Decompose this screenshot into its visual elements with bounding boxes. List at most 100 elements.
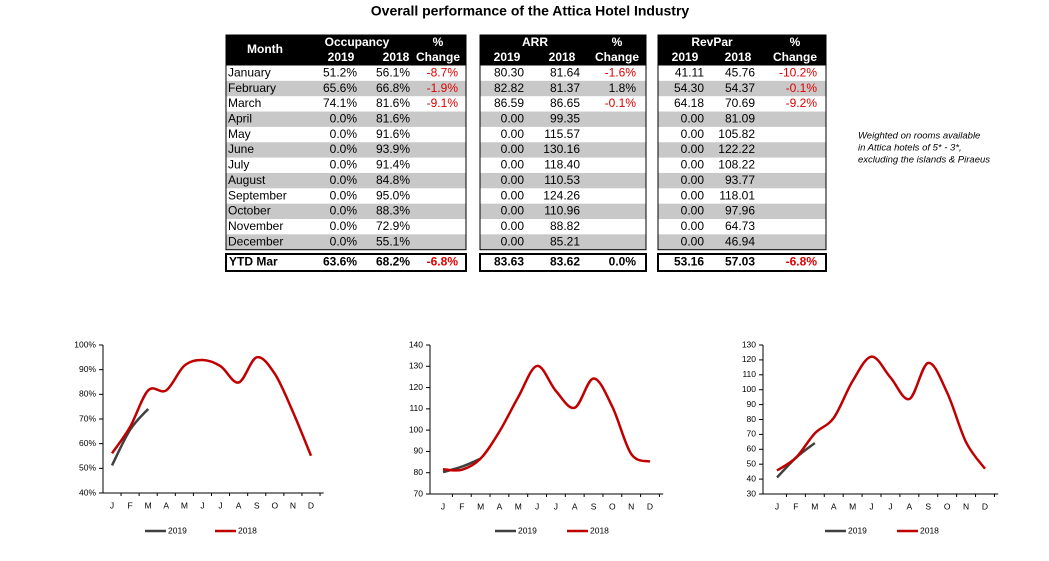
table-cell: 55.1% [376, 234, 410, 248]
table-cell: -0.1% [605, 96, 637, 110]
column-header: Change [416, 50, 460, 64]
table-cell: 0.00 [501, 219, 525, 233]
table-cell: 0.00 [501, 127, 525, 141]
month-label: July [228, 158, 249, 172]
x-tick-label: S [254, 500, 260, 510]
table-cell: 45.76 [725, 65, 755, 79]
table-cell: 99.35 [550, 112, 580, 126]
table-cell: 0.00 [501, 112, 525, 126]
legend-label: 2018 [238, 525, 257, 535]
x-tick-label: D [308, 500, 314, 510]
table-cell: 72.9% [376, 219, 410, 233]
row-band [658, 172, 826, 189]
x-tick-label: M [849, 501, 856, 511]
y-tick-label: 140 [409, 339, 423, 349]
ytd-cell: 83.62 [550, 255, 580, 269]
table-border [479, 34, 647, 251]
table-cell: 0.00 [501, 204, 525, 218]
table-cell: 91.4% [376, 158, 410, 172]
legend-label: 2019 [168, 525, 187, 535]
x-tick-label: J [218, 500, 222, 510]
x-tick-label: J [775, 501, 779, 511]
ytd-border [225, 253, 467, 272]
row-band [480, 234, 646, 250]
row-band [480, 142, 646, 158]
y-tick-label: 110 [409, 403, 423, 413]
pct-label: % [433, 35, 444, 49]
y-tick-label: 130 [742, 339, 756, 349]
table-cell: 0.0% [330, 173, 358, 187]
table-cell: 0.0% [330, 219, 358, 233]
y-tick-label: 70% [79, 413, 96, 423]
table-cell: 0.0% [330, 127, 358, 141]
month-label: September [228, 188, 287, 202]
x-tick-label: N [290, 500, 296, 510]
x-tick-label: M [811, 501, 818, 511]
column-header: 2019 [328, 50, 355, 64]
table-cell: 130.16 [543, 142, 580, 156]
table-cell: 0.00 [681, 234, 705, 248]
x-tick-label: J [869, 501, 873, 511]
table-cell: 0.0% [330, 112, 358, 126]
table-cell: -8.7% [427, 65, 459, 79]
table-header-bg [480, 35, 646, 66]
x-tick-label: J [888, 501, 892, 511]
y-tick-label: 30 [747, 488, 757, 498]
y-tick-label: 120 [409, 382, 423, 392]
y-tick-label: 50% [79, 463, 96, 473]
row-band [226, 142, 466, 158]
row-band [226, 203, 466, 219]
column-header: 2019 [672, 50, 699, 64]
x-tick-label: J [554, 501, 558, 511]
table-cell: 0.00 [681, 204, 705, 218]
table-cell: 0.0% [330, 158, 358, 172]
table-cell: 108.22 [718, 158, 755, 172]
column-header: Change [773, 50, 817, 64]
y-tick-label: 70 [414, 488, 424, 498]
table-cell: 86.59 [494, 96, 524, 110]
table-cell: 81.6% [376, 96, 410, 110]
pct-label: % [612, 35, 623, 49]
group-title: Occupancy [325, 35, 390, 49]
table-cell: 0.00 [681, 127, 705, 141]
table-cell: 0.0% [330, 204, 358, 218]
y-tick-label: 80 [414, 467, 424, 477]
ytd-cell: 57.03 [725, 255, 755, 269]
table-cell: 0.0% [330, 234, 358, 248]
table-cell: 115.57 [544, 127, 580, 141]
x-tick-label: D [982, 501, 988, 511]
table-cell: 54.37 [725, 81, 755, 95]
table-cell: 56.1% [376, 65, 410, 79]
y-tick-label: 50 [747, 458, 757, 468]
x-tick-label: O [944, 501, 951, 511]
x-tick-label: O [272, 500, 279, 510]
table-cell: 64.73 [725, 219, 755, 233]
month-label: November [228, 219, 283, 233]
row-band [480, 203, 646, 219]
table-cell: 105.82 [718, 127, 755, 141]
table-cell: 65.6% [323, 81, 357, 95]
table-cell: 0.00 [501, 234, 525, 248]
legend-label: 2018 [920, 525, 939, 535]
y-tick-label: 40% [79, 487, 96, 497]
series-line [776, 355, 987, 472]
table-cell: 0.00 [681, 112, 705, 126]
table-cell: 93.77 [725, 173, 755, 187]
series-line [776, 442, 816, 479]
month-label: February [228, 81, 276, 95]
row-band [658, 111, 826, 127]
x-tick-label: J [441, 501, 445, 511]
series-line [110, 356, 313, 457]
table-cell: 0.00 [501, 173, 525, 187]
table-cell: 64.18 [674, 96, 704, 110]
ytd-label: YTD Mar [229, 255, 278, 269]
y-tick-label: 90% [79, 364, 96, 374]
note: excluding the islands & Piraeus [858, 155, 990, 166]
y-tick-label: 110 [742, 369, 756, 379]
table-cell: -1.9% [427, 81, 459, 95]
ytd-cell: -6.8% [786, 255, 818, 269]
group-title: ARR [522, 35, 548, 49]
table-cell: 80.30 [494, 65, 524, 79]
table-cell: 0.0% [330, 188, 358, 202]
row-band [226, 172, 466, 189]
